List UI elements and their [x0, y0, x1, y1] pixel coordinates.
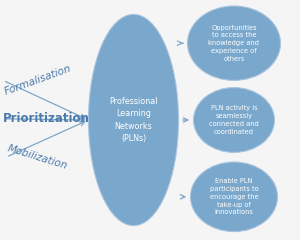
Text: Formalisation: Formalisation — [3, 64, 73, 97]
Text: PLN activity is
seamlessly
connected and
coordinated: PLN activity is seamlessly connected and… — [209, 105, 259, 135]
Circle shape — [188, 6, 280, 80]
Text: Mobilization: Mobilization — [6, 143, 69, 171]
Text: Professional
Learning
Networks
(PLNs): Professional Learning Networks (PLNs) — [109, 97, 158, 143]
Ellipse shape — [88, 14, 178, 226]
Circle shape — [194, 88, 274, 152]
Text: Opportunities
to access the
knowledge and
experience of
others: Opportunities to access the knowledge an… — [208, 25, 260, 62]
Text: Prioritization: Prioritization — [3, 112, 90, 125]
Text: Enable PLN
participants to
encourage the
take-up of
innovations: Enable PLN participants to encourage the… — [210, 178, 258, 215]
Circle shape — [190, 162, 278, 232]
